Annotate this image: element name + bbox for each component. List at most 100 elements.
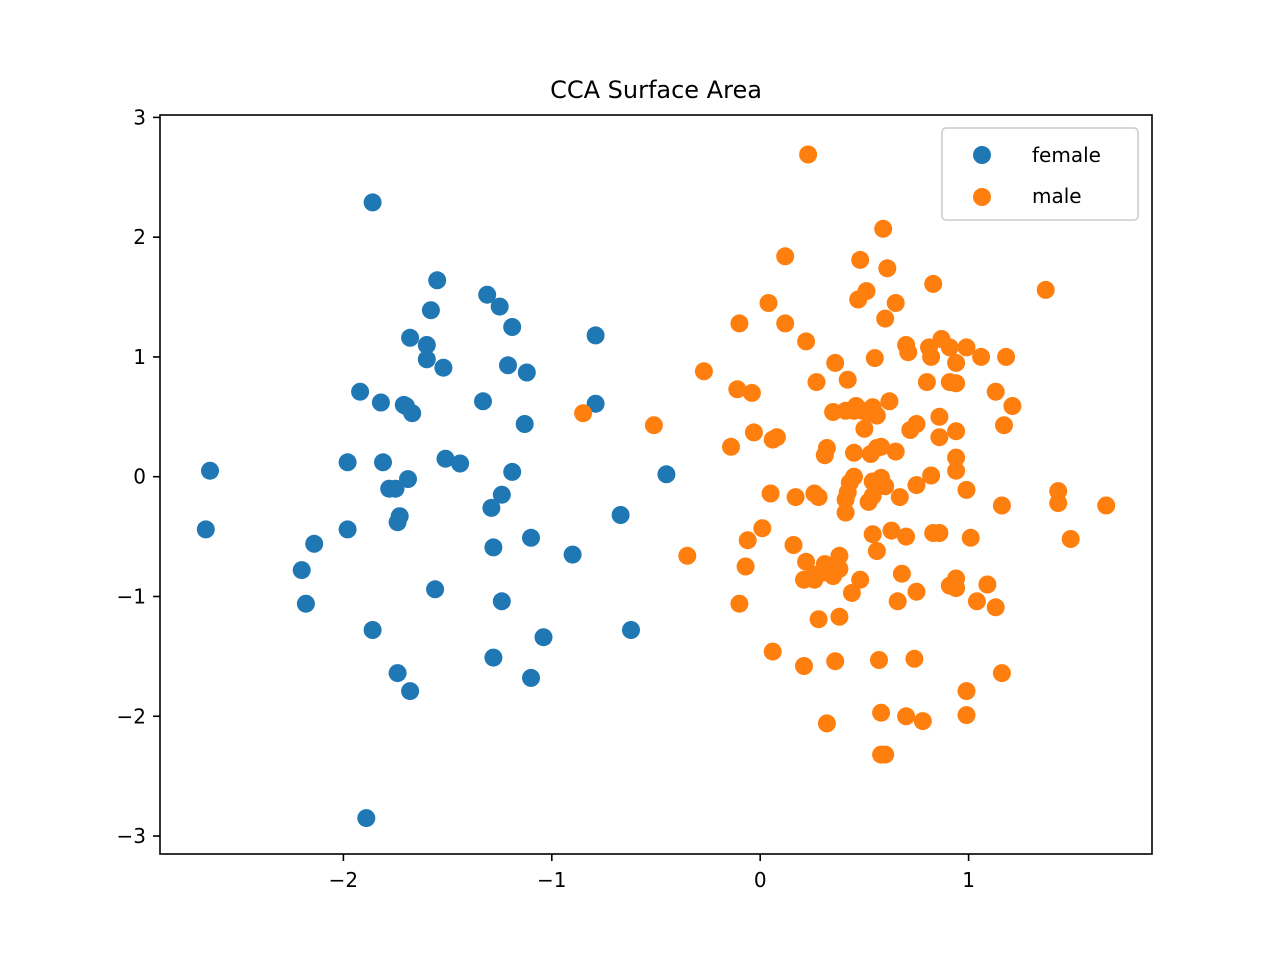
female-point-23 — [403, 404, 422, 423]
female-point-52 — [622, 621, 640, 639]
male-point-62 — [845, 443, 863, 462]
male-point-57 — [930, 428, 949, 447]
female-point-3 — [296, 594, 315, 613]
male-point-50 — [995, 416, 1013, 435]
legend-marker-female — [973, 146, 991, 164]
male-point-122 — [888, 592, 907, 611]
male-point-128 — [763, 642, 782, 661]
female-point-32 — [474, 392, 492, 411]
male-point-88 — [1097, 496, 1116, 515]
male-point-33 — [728, 380, 747, 399]
female-point-36 — [484, 648, 503, 667]
female-point-6 — [338, 520, 357, 539]
male-point-11 — [876, 309, 895, 328]
chart-title: CCA Surface Area — [550, 76, 762, 104]
male-point-90 — [753, 519, 772, 538]
male-point-9 — [759, 294, 778, 312]
female-point-53 — [657, 465, 676, 484]
legend: female male — [941, 127, 1139, 221]
male-point-6 — [1036, 280, 1055, 299]
male-point-110 — [736, 557, 755, 576]
male-point-20 — [899, 343, 918, 362]
male-point-87 — [992, 496, 1011, 515]
male-point-19 — [957, 338, 976, 357]
male-point-67 — [947, 461, 966, 480]
y-tick-label-6: −3 — [117, 824, 146, 848]
y-tick-label-4: −1 — [117, 584, 146, 608]
male-point-129 — [905, 649, 924, 668]
male-point-37 — [1003, 397, 1022, 415]
male-point-85 — [859, 492, 878, 511]
male-point-118 — [947, 579, 966, 598]
female-point-0 — [201, 461, 219, 480]
male-point-100 — [867, 542, 886, 560]
female-point-40 — [499, 356, 517, 375]
male-point-81 — [890, 488, 909, 507]
legend-label-male: male — [1032, 184, 1082, 208]
male-point-30 — [917, 373, 936, 392]
male-point-36 — [880, 392, 899, 411]
female-point-50 — [586, 394, 605, 413]
male-point-32 — [947, 374, 966, 393]
male-point-78 — [761, 484, 780, 503]
legend-label-female: female — [1032, 143, 1101, 167]
male-point-1 — [874, 219, 893, 238]
male-point-54 — [744, 423, 763, 442]
male-point-123 — [730, 594, 749, 613]
female-point-30 — [436, 449, 455, 468]
male-point-139 — [817, 714, 836, 733]
female-point-12 — [374, 453, 392, 472]
male-point-101 — [678, 546, 697, 565]
male-point-5 — [924, 274, 943, 293]
male-point-138 — [913, 712, 932, 731]
points-layer — [196, 145, 1116, 828]
male-point-134 — [957, 682, 976, 701]
female-point-17 — [388, 664, 407, 683]
male-point-115 — [851, 570, 870, 589]
female-point-29 — [434, 358, 453, 377]
female-point-44 — [517, 363, 536, 382]
male-point-27 — [694, 362, 713, 381]
male-point-69 — [922, 466, 941, 485]
female-point-34 — [482, 498, 501, 517]
female-point-24 — [417, 336, 436, 354]
male-point-8 — [849, 290, 868, 309]
male-point-95 — [897, 527, 916, 546]
male-point-29 — [807, 373, 826, 392]
male-point-51 — [855, 419, 874, 438]
male-point-58 — [722, 437, 740, 456]
female-point-14 — [386, 479, 405, 498]
female-point-51 — [611, 506, 630, 524]
female-point-2 — [292, 561, 311, 580]
male-point-120 — [907, 582, 926, 601]
female-point-11 — [371, 393, 390, 412]
male-point-64 — [886, 442, 905, 461]
female-point-9 — [363, 621, 382, 639]
male-point-130 — [826, 652, 845, 671]
male-point-21 — [922, 347, 941, 366]
female-point-41 — [503, 318, 522, 336]
female-point-46 — [522, 668, 540, 687]
plot-frame — [159, 114, 1153, 855]
female-point-42 — [503, 462, 522, 481]
male-point-13 — [776, 314, 795, 333]
male-point-75 — [957, 480, 976, 499]
y-tick-label-0: 3 — [133, 105, 146, 129]
male-point-119 — [978, 575, 997, 594]
male-point-124 — [967, 592, 986, 611]
female-point-21 — [401, 682, 420, 701]
male-point-10 — [886, 294, 905, 312]
female-point-22 — [401, 328, 420, 347]
male-point-96 — [1061, 530, 1080, 548]
male-point-2 — [776, 247, 795, 266]
female-point-16 — [390, 507, 409, 526]
male-point-135 — [872, 703, 891, 722]
female-point-28 — [428, 271, 447, 290]
male-point-89 — [836, 503, 855, 522]
male-point-111 — [892, 564, 911, 583]
female-point-35 — [484, 538, 503, 557]
female-point-27 — [426, 580, 445, 599]
male-point-40 — [574, 404, 593, 423]
male-point-132 — [795, 657, 813, 675]
